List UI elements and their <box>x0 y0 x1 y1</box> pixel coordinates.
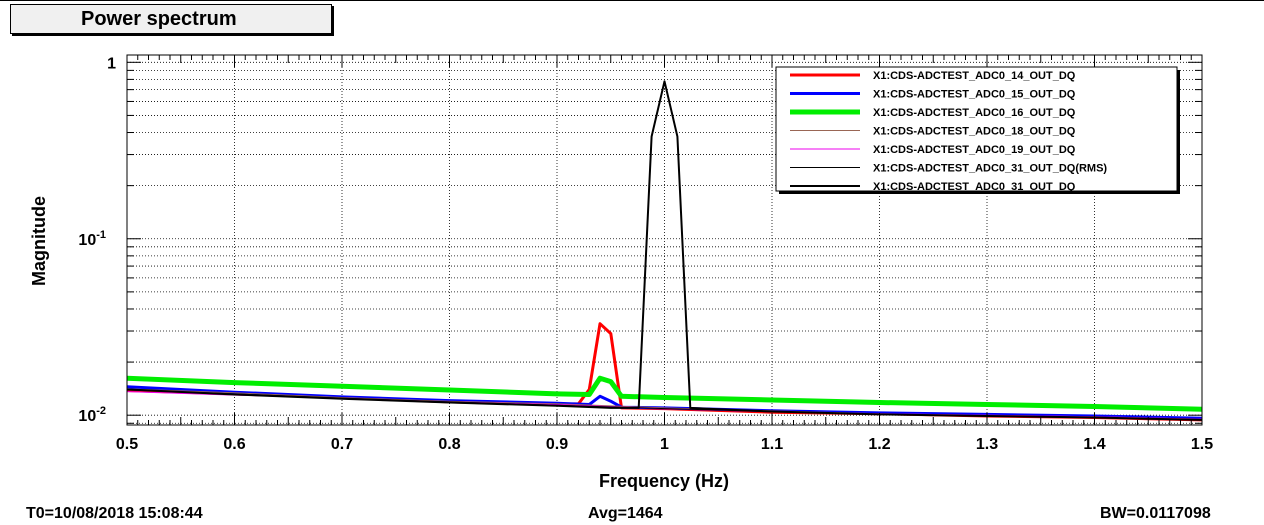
x-tick-label: 1 <box>660 436 669 453</box>
y-tick-label: 10-1 <box>78 229 106 249</box>
footer-t0: T0=10/08/2018 15:08:44 <box>26 505 203 522</box>
y-axis-label: Magnitude <box>29 196 49 286</box>
legend-label-4: X1:CDS-ADCTEST_ADC0_19_OUT_DQ <box>873 144 1076 156</box>
x-tick-label: 1.4 <box>1083 436 1105 453</box>
legend: X1:CDS-ADCTEST_ADC0_14_OUT_DQ X1:CDS-ADCT… <box>775 66 1180 194</box>
series-line-2 <box>126 375 1203 412</box>
y-tick-label: 1 <box>107 55 116 72</box>
footer-bw: BW=0.0117098 <box>1100 505 1211 522</box>
legend-shadow-right <box>1177 70 1180 194</box>
legend-box <box>775 66 1178 192</box>
legend-label-0: X1:CDS-ADCTEST_ADC0_14_OUT_DQ <box>873 70 1076 82</box>
footer-avg: Avg=1464 <box>588 505 663 522</box>
x-tick-label: 1.3 <box>976 436 998 453</box>
top-border <box>0 0 1264 1</box>
x-tick-label: 0.7 <box>331 436 353 453</box>
series-line-6 <box>126 80 1203 421</box>
x-tick-label: 0.6 <box>223 436 245 453</box>
x-tick-label: 1.1 <box>761 436 783 453</box>
legend-label-3: X1:CDS-ADCTEST_ADC0_18_OUT_DQ <box>873 126 1076 138</box>
legend-label-1: X1:CDS-ADCTEST_ADC0_15_OUT_DQ <box>873 89 1076 101</box>
x-tick-label: 1.5 <box>1191 436 1213 453</box>
x-tick-label: 1.2 <box>868 436 890 453</box>
x-tick-label: 0.5 <box>116 436 138 453</box>
legend-shadow-bottom <box>779 191 1180 194</box>
legend-label-2: X1:CDS-ADCTEST_ADC0_16_OUT_DQ <box>873 107 1076 119</box>
series-layer <box>126 80 1203 422</box>
ticks: 0.5 0.6 0.7 0.8 0.9 1 1.1 1.2 1.3 1.4 1.5 10-2 10-1 1 <box>78 55 1213 453</box>
x-tick-label: 0.8 <box>438 436 460 453</box>
series-line-1 <box>126 385 1203 420</box>
grid <box>126 55 1203 425</box>
legend-label-6: X1:CDS-ADCTEST_ADC0_31_OUT_DQ <box>873 181 1076 193</box>
chart-title: Power spectrum <box>10 4 332 34</box>
x-axis-label: Frequency (Hz) <box>599 471 729 491</box>
y-tick-label: 10-2 <box>78 405 106 425</box>
legend-label-5: X1:CDS-ADCTEST_ADC0_31_OUT_DQ(RMS) <box>873 163 1107 175</box>
x-tick-label: 0.9 <box>546 436 568 453</box>
